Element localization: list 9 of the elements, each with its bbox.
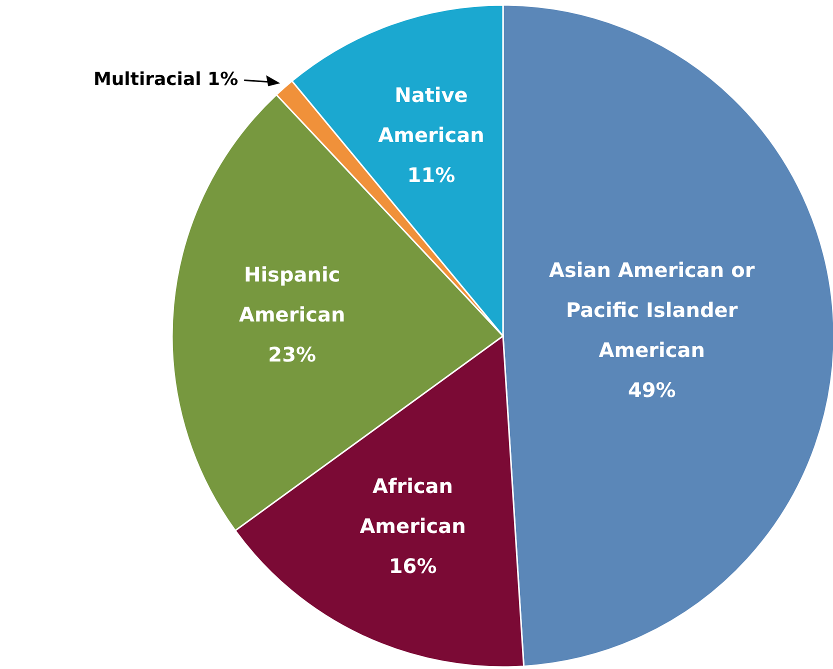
slice-label: Asian American or Pacific Islander American xyxy=(549,258,755,362)
data-label: 23% xyxy=(268,342,316,367)
data-label: 16% xyxy=(388,554,437,578)
slice-label: Native American xyxy=(378,83,484,148)
data-label: 49% xyxy=(628,378,676,402)
slice-label: Multiracial 1% xyxy=(93,69,238,90)
slice-label: African American xyxy=(360,474,466,538)
slice-label: Hispanic American xyxy=(239,262,346,327)
data-label: 11% xyxy=(407,163,456,188)
